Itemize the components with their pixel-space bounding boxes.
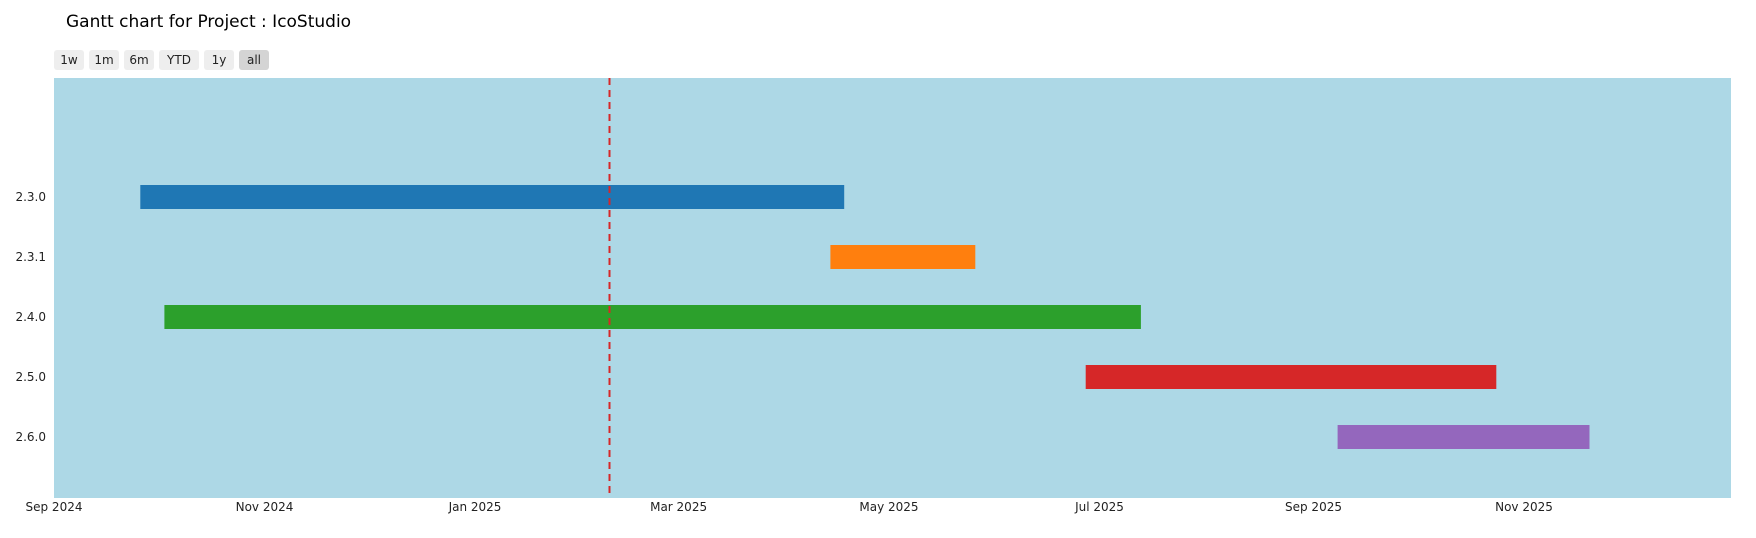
task-bar-2-5-0[interactable] xyxy=(1085,365,1497,389)
range-button-1y[interactable]: 1y xyxy=(204,50,234,70)
task-bar-2-4-0[interactable] xyxy=(164,305,1141,329)
y-axis: 2.3.0 2.3.1 2.4.0 2.5.0 2.6.0 xyxy=(15,190,46,444)
task-bars xyxy=(140,185,1590,449)
range-button-label: 1m xyxy=(94,53,113,67)
range-button-label: 6m xyxy=(129,53,148,67)
y-tick-label: 2.5.0 xyxy=(15,370,46,384)
x-tick-label: Sep 2024 xyxy=(26,500,83,514)
task-bar-2-6-0[interactable] xyxy=(1337,425,1590,449)
range-button-ytd[interactable]: YTD xyxy=(159,50,199,70)
x-tick-label: Nov 2024 xyxy=(236,500,294,514)
range-button-bg xyxy=(159,50,199,70)
x-axis: Sep 2024 Nov 2024 Jan 2025 Mar 2025 May 2025… xyxy=(26,500,1553,514)
range-button-bg xyxy=(89,50,119,70)
range-button-bg xyxy=(54,50,84,70)
range-button-1w[interactable]: 1w xyxy=(54,50,84,70)
chart-title: Gantt chart for Project : IcoStudio xyxy=(66,12,351,32)
range-button-label: 1w xyxy=(60,53,78,67)
range-button-1m[interactable]: 1m xyxy=(89,50,119,70)
range-button-all[interactable]: all xyxy=(239,50,269,70)
x-tick-label: Sep 2025 xyxy=(1285,500,1342,514)
task-bar-2-3-1[interactable] xyxy=(830,245,976,269)
range-button-bg xyxy=(239,50,269,70)
x-tick-label: May 2025 xyxy=(859,500,918,514)
x-tick-label: Jul 2025 xyxy=(1074,500,1124,514)
x-tick-label: Mar 2025 xyxy=(650,500,707,514)
range-button-bg xyxy=(204,50,234,70)
range-button-label: all xyxy=(247,53,261,67)
range-button-label: YTD xyxy=(166,53,191,67)
x-tick-label: Jan 2025 xyxy=(448,500,502,514)
y-tick-label: 2.3.0 xyxy=(15,190,46,204)
range-button-bg xyxy=(124,50,154,70)
range-button-6m[interactable]: 6m xyxy=(124,50,154,70)
y-tick-label: 2.6.0 xyxy=(15,430,46,444)
x-tick-label: Nov 2025 xyxy=(1495,500,1553,514)
range-selector: 1w 1m 6m YTD 1y all xyxy=(54,50,269,70)
y-tick-label: 2.4.0 xyxy=(15,310,46,324)
range-button-label: 1y xyxy=(212,53,227,67)
y-tick-label: 2.3.1 xyxy=(15,250,46,264)
task-bar-2-3-0[interactable] xyxy=(140,185,845,209)
